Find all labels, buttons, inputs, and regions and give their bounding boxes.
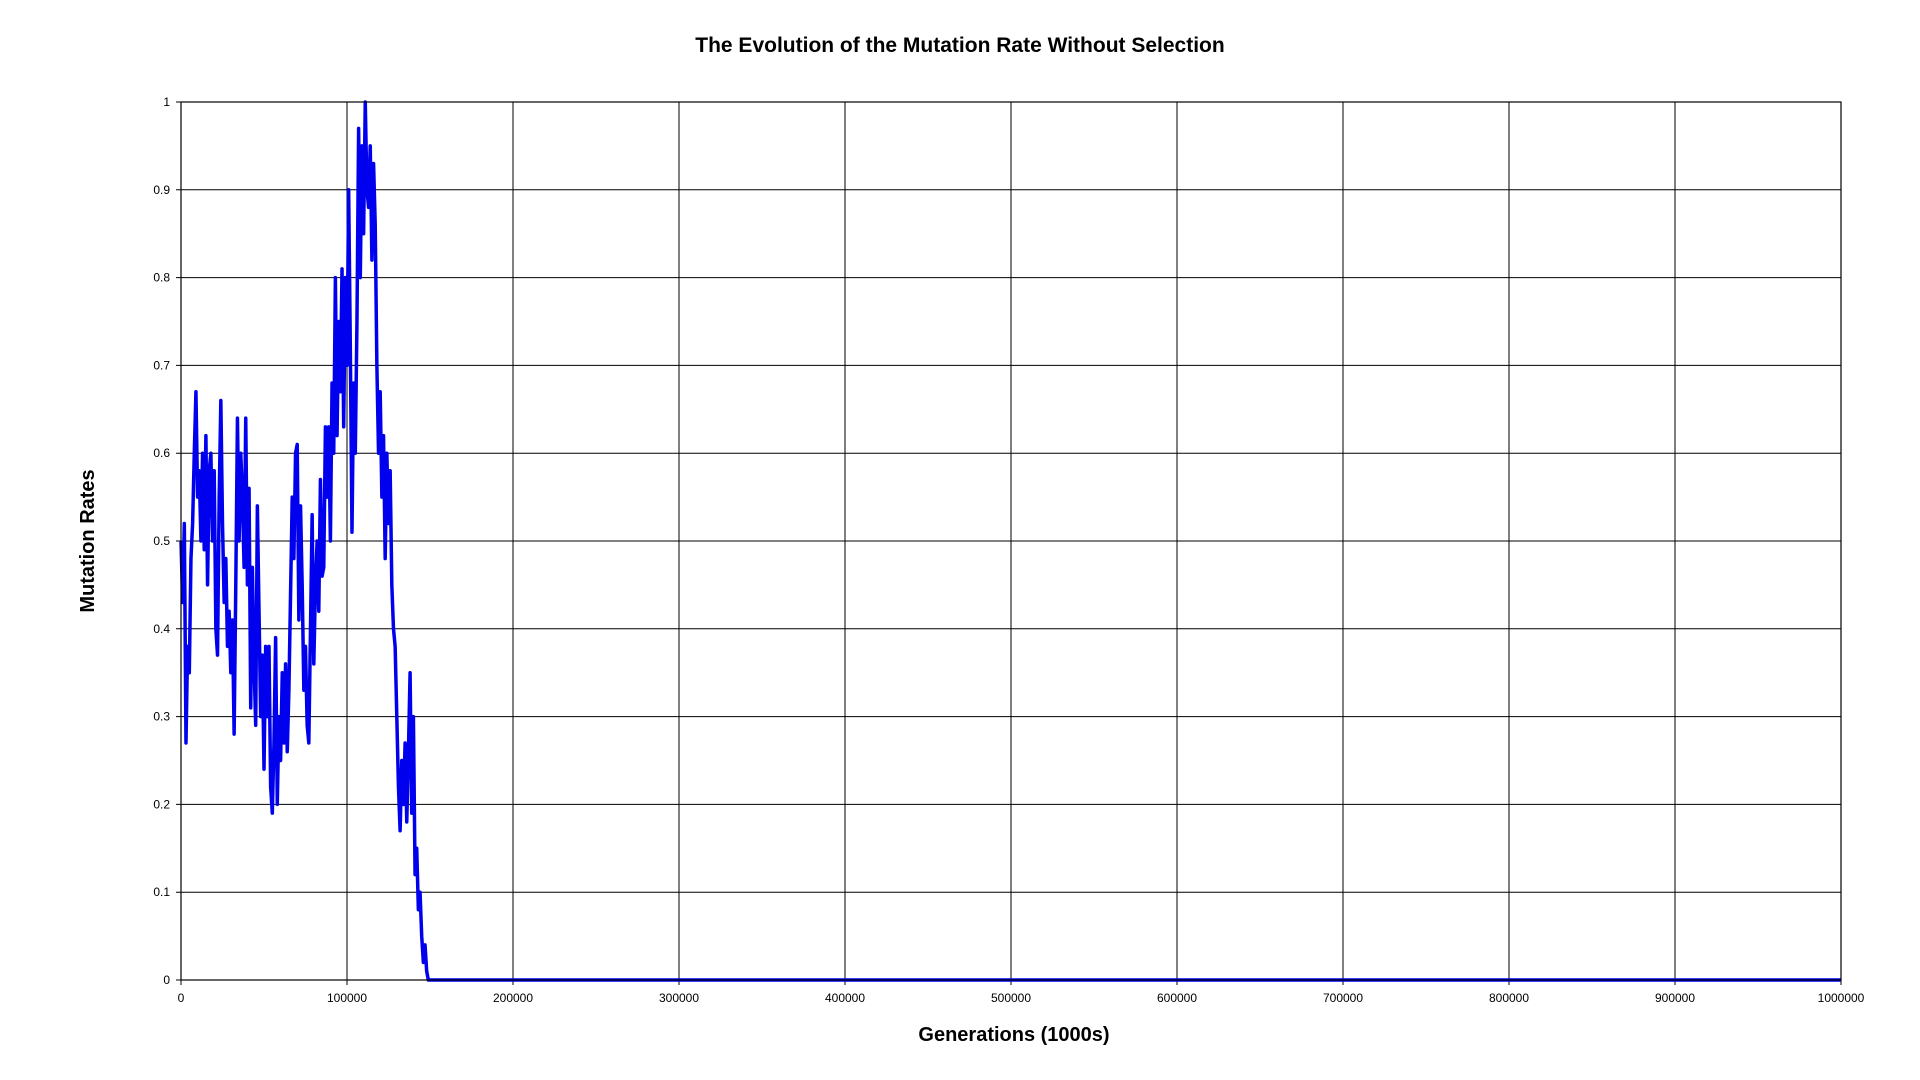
x-tick-label: 400000 <box>825 991 865 1005</box>
plot-border <box>180 101 1842 981</box>
x-tick-label: 300000 <box>659 991 699 1005</box>
series-line <box>179 100 1841 982</box>
y-tick-label: 0 <box>163 973 170 987</box>
y-tick-label: 0.1 <box>153 885 170 899</box>
y-tick-label: 0.4 <box>153 622 170 636</box>
y-tick-label: 0.3 <box>153 710 170 724</box>
grid <box>176 101 1842 985</box>
x-tick-label: 200000 <box>493 991 533 1005</box>
x-tick-label: 600000 <box>1157 991 1197 1005</box>
x-tick-label: 500000 <box>991 991 1031 1005</box>
x-tick-label: 700000 <box>1323 991 1363 1005</box>
y-tick-label: 0.7 <box>153 358 170 372</box>
y-axis-label: Mutation Rates <box>77 469 99 612</box>
y-tick-label: 0.5 <box>153 534 170 548</box>
y-tick-label: 0.8 <box>153 271 170 285</box>
y-tick-label: 0.9 <box>153 183 170 197</box>
x-tick-label: 0 <box>178 991 185 1005</box>
x-tick-label: 100000 <box>327 991 367 1005</box>
x-tick-label: 900000 <box>1655 991 1695 1005</box>
y-axis-ticks: 0 0.1 0.2 0.3 0.4 0.5 0.6 0.7 0.8 0.9 1 <box>153 95 170 987</box>
series-group <box>179 100 1841 982</box>
x-tick-label: 800000 <box>1489 991 1529 1005</box>
x-axis-ticks: 0 100000 200000 300000 400000 500000 600000 700… <box>178 991 1865 1005</box>
y-tick-label: 0.2 <box>153 797 170 811</box>
x-axis-label: Generations (1000s) <box>918 1024 1109 1046</box>
y-tick-label: 0.6 <box>153 446 170 460</box>
chart-title: The Evolution of the Mutation Rate Witho… <box>695 34 1224 57</box>
x-tick-label: 1000000 <box>1818 991 1865 1005</box>
y-tick-label: 1 <box>163 95 170 109</box>
